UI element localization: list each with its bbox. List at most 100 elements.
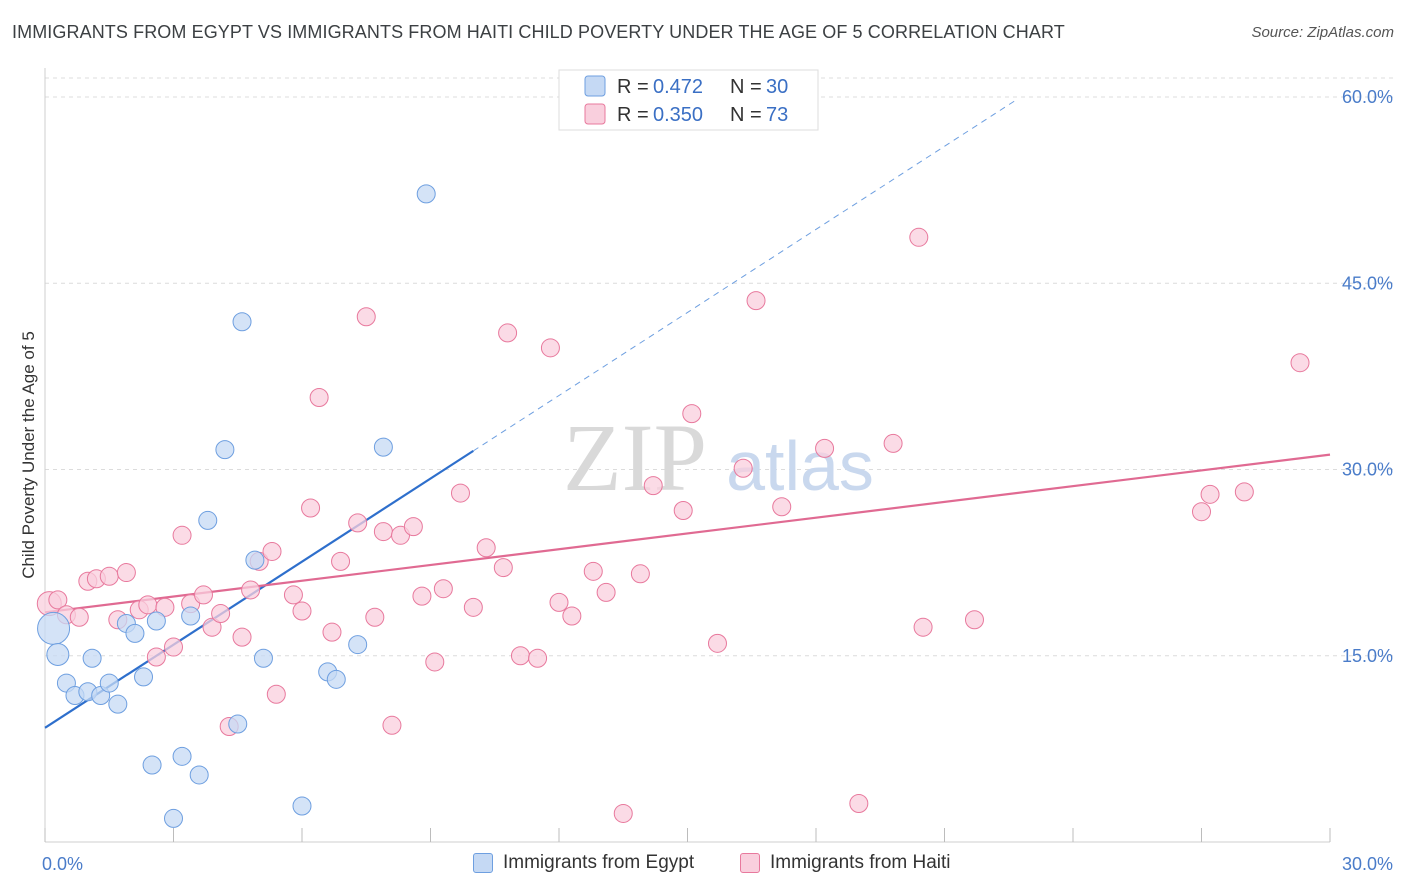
- watermark: ZIP atlas: [563, 404, 874, 511]
- y-tick-label: 60.0%: [1342, 87, 1393, 107]
- data-point-haiti: [815, 438, 835, 458]
- data-point-haiti: [382, 715, 402, 735]
- data-point-haiti: [562, 606, 582, 626]
- data-point-egypt: [416, 184, 436, 204]
- gridlines: [45, 77, 1393, 657]
- data-point-haiti: [433, 579, 453, 599]
- data-point-haiti: [331, 551, 351, 571]
- y-tick-label: 30.0%: [1342, 460, 1393, 480]
- legend-n-value-egypt: 30: [766, 76, 788, 98]
- data-point-haiti: [373, 522, 393, 542]
- data-point-egypt: [172, 746, 192, 766]
- data-point-haiti: [412, 586, 432, 606]
- data-point-haiti: [849, 794, 869, 814]
- data-point-haiti: [1290, 353, 1310, 373]
- data-point-haiti: [540, 338, 560, 358]
- legend-r-value-haiti: 0.350: [653, 104, 703, 126]
- bottom-legend-swatch-haiti: [740, 853, 760, 873]
- bottom-legend-label-egypt: Immigrants from Egypt: [503, 852, 695, 873]
- data-point-haiti: [262, 541, 282, 561]
- legend-n-value-haiti: 73: [766, 104, 788, 126]
- data-point-haiti: [1200, 484, 1220, 504]
- legend-r-value-egypt: 0.472: [653, 76, 703, 98]
- data-point-haiti: [707, 633, 727, 653]
- trend-line-egypt-extension: [473, 98, 1018, 452]
- data-point-haiti: [630, 564, 650, 584]
- legend-r-label-haiti: R =: [617, 104, 649, 126]
- data-point-egypt: [181, 606, 201, 626]
- bottom-legend-haiti: Immigrants from Haiti: [740, 852, 951, 874]
- data-point-haiti: [146, 647, 166, 667]
- data-point-haiti: [772, 497, 792, 517]
- data-point-egypt: [373, 437, 393, 457]
- data-point-haiti: [232, 627, 252, 647]
- data-point-egypt: [46, 643, 70, 667]
- data-point-haiti: [48, 590, 68, 610]
- data-point-haiti: [1234, 482, 1254, 502]
- bottom-legend-swatch-egypt: [473, 853, 493, 873]
- legend: R = 0.472 N = 30 R = 0.350 N = 73: [558, 69, 819, 131]
- data-point-haiti: [138, 595, 158, 615]
- data-point-haiti: [733, 458, 753, 478]
- data-point-haiti: [365, 607, 385, 627]
- source-label: Source: ZipAtlas.com: [1251, 24, 1394, 41]
- data-point-haiti: [309, 387, 329, 407]
- data-point-haiti: [356, 307, 376, 327]
- data-point-egypt: [142, 755, 162, 775]
- data-point-haiti: [425, 652, 445, 672]
- y-tick-label: 45.0%: [1342, 273, 1393, 293]
- data-point-haiti: [476, 538, 496, 558]
- data-point-haiti: [69, 607, 89, 627]
- data-point-haiti: [596, 582, 616, 602]
- data-point-haiti: [613, 803, 633, 823]
- data-point-haiti: [682, 404, 702, 424]
- data-point-egypt: [146, 611, 166, 631]
- data-point-haiti: [913, 617, 933, 637]
- data-point-haiti: [463, 597, 483, 617]
- data-point-haiti: [266, 684, 286, 704]
- data-point-haiti: [1192, 502, 1211, 522]
- legend-r-label-egypt: R =: [617, 76, 649, 98]
- data-point-haiti: [528, 648, 548, 668]
- data-points: [36, 184, 1310, 828]
- chart-title: IMMIGRANTS FROM EGYPT VS IMMIGRANTS FROM…: [12, 22, 1065, 42]
- data-point-haiti: [292, 601, 312, 621]
- data-point-egypt: [326, 669, 346, 689]
- data-point-haiti: [211, 604, 231, 624]
- data-point-egypt: [134, 667, 154, 687]
- data-point-haiti: [673, 500, 693, 520]
- legend-n-label-haiti: N =: [730, 104, 762, 126]
- data-point-egypt: [99, 673, 119, 693]
- data-point-egypt: [82, 648, 102, 668]
- axes: [44, 68, 1331, 843]
- data-point-haiti: [164, 637, 183, 657]
- data-point-haiti: [964, 610, 984, 630]
- data-point-haiti: [202, 617, 222, 637]
- data-point-haiti: [583, 561, 603, 581]
- data-point-haiti: [172, 525, 192, 545]
- data-point-egypt: [292, 796, 312, 816]
- data-point-egypt: [348, 635, 368, 655]
- data-point-haiti: [746, 291, 766, 311]
- x-tick-label: 0.0%: [42, 854, 83, 874]
- watermark-zip: ZIP: [563, 404, 707, 511]
- x-tick-label: 30.0%: [1342, 854, 1393, 874]
- data-point-haiti: [403, 517, 423, 537]
- data-point-haiti: [322, 622, 342, 642]
- data-point-haiti: [450, 483, 470, 503]
- data-point-egypt: [189, 765, 209, 785]
- data-point-egypt: [245, 550, 265, 570]
- data-point-egypt: [228, 714, 248, 734]
- data-point-egypt: [215, 440, 235, 460]
- legend-n-label-egypt: N =: [730, 76, 762, 98]
- data-point-haiti: [883, 433, 903, 453]
- data-point-egypt: [232, 312, 252, 332]
- data-point-haiti: [155, 597, 175, 617]
- legend-swatch-haiti: [584, 103, 606, 125]
- data-point-haiti: [241, 580, 261, 600]
- data-point-haiti: [193, 585, 213, 605]
- data-point-haiti: [348, 513, 368, 533]
- y-axis-label: Child Poverty Under the Age of 5: [19, 331, 38, 579]
- data-point-haiti: [301, 498, 321, 518]
